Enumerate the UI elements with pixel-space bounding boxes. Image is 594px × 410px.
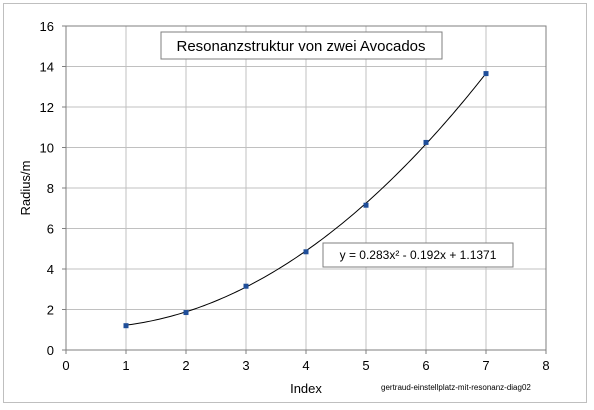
x-tick-label: 6 <box>422 358 429 373</box>
grid-lines <box>66 26 546 350</box>
chart-title: Resonanzstruktur von zwei Avocados <box>176 38 425 55</box>
chart-frame <box>3 3 587 403</box>
data-point <box>423 139 429 145</box>
y-tick-label: 2 <box>47 303 54 318</box>
y-tick-label: 10 <box>40 141 54 156</box>
data-point <box>123 323 129 329</box>
footnote: gertraud-einstellplatz-mit-resonanz-diag… <box>381 383 531 392</box>
y-tick-label: 16 <box>40 19 54 34</box>
x-tick-label: 1 <box>122 358 129 373</box>
data-point <box>363 202 369 208</box>
data-point <box>243 283 249 289</box>
y-tick-label: 12 <box>40 100 54 115</box>
data-point <box>183 310 189 316</box>
x-tick-label: 3 <box>242 358 249 373</box>
y-tick-label: 14 <box>40 60 54 75</box>
data-point <box>483 71 489 77</box>
x-axis-title: Index <box>290 381 322 396</box>
chart-title-box: Resonanzstruktur von zwei Avocados <box>160 31 443 60</box>
y-tick-label: 8 <box>47 181 54 196</box>
data-points <box>123 71 489 329</box>
x-tick-label: 8 <box>542 358 549 373</box>
x-tick-label: 2 <box>182 358 189 373</box>
data-point <box>303 249 309 255</box>
equation-box: y = 0.283x² - 0.192x + 1.1371 <box>322 242 514 268</box>
x-tick-label: 5 <box>362 358 369 373</box>
y-tick-label: 0 <box>47 343 54 358</box>
y-tick-label: 4 <box>47 262 54 277</box>
x-tick-label: 7 <box>482 358 489 373</box>
y-tick-label: 6 <box>47 222 54 237</box>
x-tick-label: 0 <box>62 358 69 373</box>
y-axis-title: Radius/m <box>18 161 33 216</box>
trendline-equation: y = 0.283x² - 0.192x + 1.1371 <box>340 248 497 262</box>
x-tick-label: 4 <box>302 358 309 373</box>
